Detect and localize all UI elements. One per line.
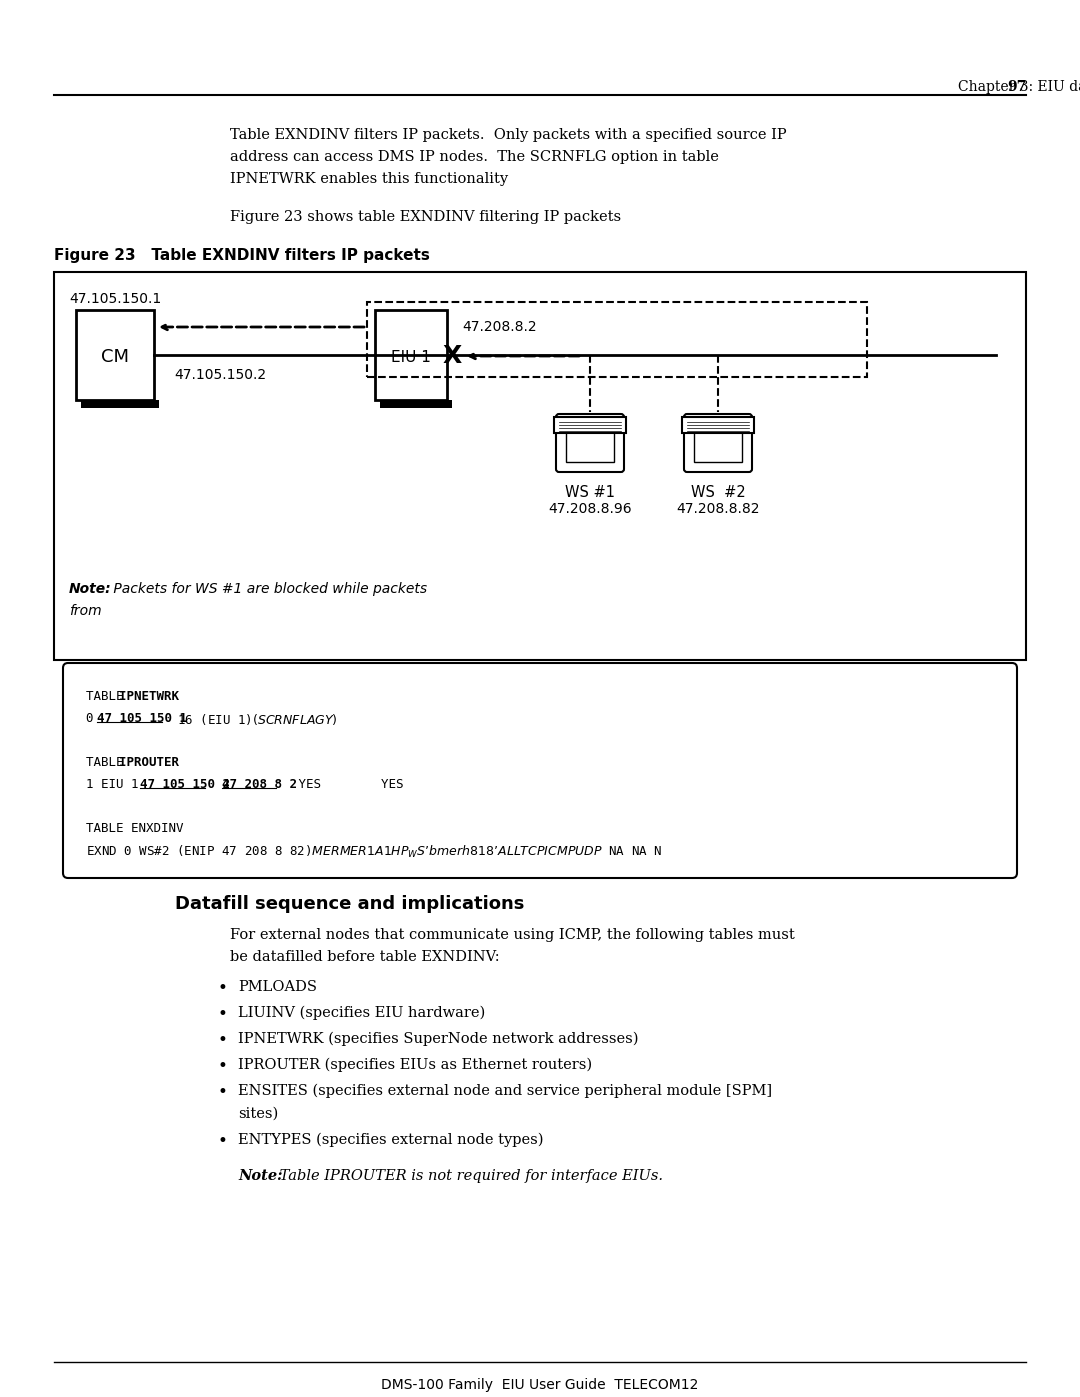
Text: IPNETWRK: IPNETWRK <box>119 690 178 703</box>
Text: EIU 1: EIU 1 <box>391 349 431 365</box>
Text: be datafilled before table EXNDINV:: be datafilled before table EXNDINV: <box>230 950 500 964</box>
FancyBboxPatch shape <box>681 416 754 433</box>
Text: address can access DMS IP nodes.  The SCRNFLG option in table: address can access DMS IP nodes. The SCR… <box>230 149 719 163</box>
Text: •: • <box>218 1084 228 1101</box>
Text: 0: 0 <box>86 712 102 725</box>
Text: •: • <box>218 1006 228 1023</box>
Bar <box>694 425 742 462</box>
Text: X: X <box>443 344 461 367</box>
Text: from: from <box>69 604 102 617</box>
Bar <box>375 310 447 400</box>
Text: TABLE: TABLE <box>86 756 131 768</box>
Text: Datafill sequence and implications: Datafill sequence and implications <box>175 895 525 914</box>
Text: Figure 23   Table EXNDINV filters IP packets: Figure 23 Table EXNDINV filters IP packe… <box>54 249 430 263</box>
Text: •: • <box>218 981 228 997</box>
Text: •: • <box>218 1133 228 1150</box>
Text: EXND 0 WS#2 (ENIP 47 208 8 82)$ MER MER 1 A 1 HP_WS’bmerh818’ ALL TCP ICMP UDP $: EXND 0 WS#2 (ENIP 47 208 8 82)$ MER MER … <box>86 844 662 861</box>
Text: Table EXNDINV filters IP packets.  Only packets with a specified source IP: Table EXNDINV filters IP packets. Only p… <box>230 129 786 142</box>
Text: 16 (EIU 1)$(SCRNFLAG Y)$: 16 (EIU 1)$(SCRNFLAG Y)$ <box>162 712 338 726</box>
Text: Packets for WS #1 are blocked while packets: Packets for WS #1 are blocked while pack… <box>109 583 427 597</box>
Text: 1 EIU 1: 1 EIU 1 <box>86 778 161 791</box>
Text: IPNETWRK enables this functionality: IPNETWRK enables this functionality <box>230 172 508 186</box>
Text: WS #1: WS #1 <box>565 485 615 500</box>
Text: YES        YES: YES YES <box>275 778 403 791</box>
Text: 97: 97 <box>1007 80 1026 94</box>
Bar <box>566 425 615 462</box>
Text: Note:: Note: <box>69 583 111 597</box>
Text: 47.105.150.2: 47.105.150.2 <box>174 367 266 381</box>
Text: CM: CM <box>102 348 129 366</box>
Text: IPROUTER: IPROUTER <box>119 756 178 768</box>
Text: Note:: Note: <box>238 1169 283 1183</box>
Bar <box>380 400 453 408</box>
Bar <box>367 302 867 377</box>
Text: TABLE ENXDINV: TABLE ENXDINV <box>86 821 184 835</box>
Text: 47.105.150.1: 47.105.150.1 <box>69 292 161 306</box>
Text: 47.208.8.82: 47.208.8.82 <box>676 502 759 515</box>
FancyBboxPatch shape <box>556 414 624 472</box>
Text: •: • <box>218 1032 228 1049</box>
Text: Figure 23 shows table EXNDINV filtering IP packets: Figure 23 shows table EXNDINV filtering … <box>230 210 621 224</box>
Bar <box>54 272 1026 659</box>
Text: IPNETWRK (specifies SuperNode network addresses): IPNETWRK (specifies SuperNode network ad… <box>238 1032 638 1046</box>
FancyBboxPatch shape <box>554 416 626 433</box>
Bar <box>76 310 154 400</box>
Text: WS  #2: WS #2 <box>690 485 745 500</box>
Text: 47 105 150 2: 47 105 150 2 <box>140 778 230 791</box>
Text: Table IPROUTER is not required for interface EIUs.: Table IPROUTER is not required for inter… <box>275 1169 663 1183</box>
Text: IPROUTER (specifies EIUs as Ethernet routers): IPROUTER (specifies EIUs as Ethernet rou… <box>238 1058 592 1073</box>
Text: 47.208.8.2: 47.208.8.2 <box>462 320 537 334</box>
Text: 47.208.8.96: 47.208.8.96 <box>549 502 632 515</box>
Text: sites): sites) <box>238 1106 279 1120</box>
Text: TABLE: TABLE <box>86 690 131 703</box>
Text: 47 208 8 2: 47 208 8 2 <box>221 778 297 791</box>
Text: DMS-100 Family  EIU User Guide  TELECOM12: DMS-100 Family EIU User Guide TELECOM12 <box>381 1377 699 1391</box>
Text: Chapter 3: EIU datafill: Chapter 3: EIU datafill <box>958 80 1080 94</box>
Bar <box>81 400 159 408</box>
Bar <box>710 416 726 427</box>
Text: ENSITES (specifies external node and service peripheral module [SPM]: ENSITES (specifies external node and ser… <box>238 1084 772 1098</box>
Text: For external nodes that communicate using ICMP, the following tables must: For external nodes that communicate usin… <box>230 928 795 942</box>
FancyBboxPatch shape <box>63 664 1017 877</box>
Text: LIUINV (specifies EIU hardware): LIUINV (specifies EIU hardware) <box>238 1006 485 1020</box>
Text: •: • <box>218 1058 228 1076</box>
FancyBboxPatch shape <box>684 414 752 472</box>
Text: PMLOADS: PMLOADS <box>238 981 318 995</box>
Text: ENTYPES (specifies external node types): ENTYPES (specifies external node types) <box>238 1133 543 1147</box>
Text: 47 105 150 1: 47 105 150 1 <box>97 712 187 725</box>
Bar <box>582 416 598 427</box>
